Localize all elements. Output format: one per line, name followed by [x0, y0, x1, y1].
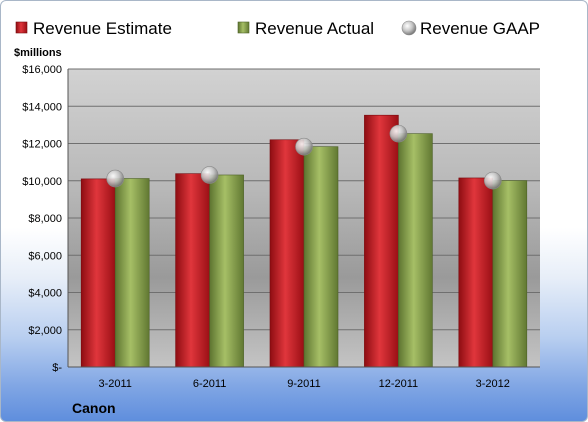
- company-name: Canon: [72, 400, 116, 416]
- legend-item-revenue-gaap: Revenue GAAP: [401, 19, 540, 38]
- bar-revenue-actual: [492, 180, 528, 368]
- y-tick-label: $2,000: [28, 325, 62, 337]
- legend-swatch: [401, 20, 417, 36]
- legend-label: Revenue Actual: [255, 19, 374, 38]
- y-tick-label: $4,000: [28, 288, 62, 300]
- legend-label: Revenue Estimate: [33, 19, 172, 38]
- x-tick-label: 12-2011: [379, 378, 419, 390]
- legend-item-revenue-actual: Revenue Actual: [237, 19, 374, 38]
- marker-revenue-gaap: [295, 137, 313, 156]
- y-units-label: $millions: [14, 47, 62, 59]
- y-tick-label: $-: [52, 362, 62, 374]
- bar-revenue-actual: [398, 133, 433, 368]
- marker-revenue-gaap: [200, 166, 219, 184]
- x-tick-label: 6-2011: [193, 378, 226, 390]
- legend-swatch: [237, 21, 250, 34]
- x-tick-label: 9-2011: [287, 378, 320, 390]
- y-tick-label: $12,000: [22, 139, 62, 151]
- bar-revenue-estimate: [80, 178, 116, 368]
- legend-swatch: [15, 21, 28, 34]
- y-tick-label: $14,000: [22, 101, 62, 113]
- x-tick-label: 3-2011: [98, 378, 131, 390]
- bar-revenue-estimate: [175, 173, 210, 368]
- y-tick-label: $8,000: [28, 213, 62, 225]
- y-tick-label: $6,000: [28, 250, 62, 262]
- y-tick-label: $10,000: [22, 176, 62, 188]
- bar-revenue-actual: [209, 174, 244, 368]
- bar-revenue-estimate: [458, 177, 494, 368]
- bar-revenue-estimate: [364, 114, 399, 368]
- marker-revenue-gaap: [389, 124, 408, 143]
- bar-revenue-actual: [114, 178, 150, 368]
- legend-label: Revenue GAAP: [420, 19, 540, 38]
- legend-item-revenue-estimate: Revenue Estimate: [15, 19, 172, 38]
- bar-revenue-estimate: [269, 139, 305, 368]
- marker-revenue-gaap: [483, 171, 502, 190]
- x-tick-label: 3-2012: [476, 378, 510, 390]
- y-tick-label: $16,000: [22, 64, 62, 76]
- bar-revenue-actual: [303, 146, 339, 368]
- marker-revenue-gaap: [106, 169, 124, 188]
